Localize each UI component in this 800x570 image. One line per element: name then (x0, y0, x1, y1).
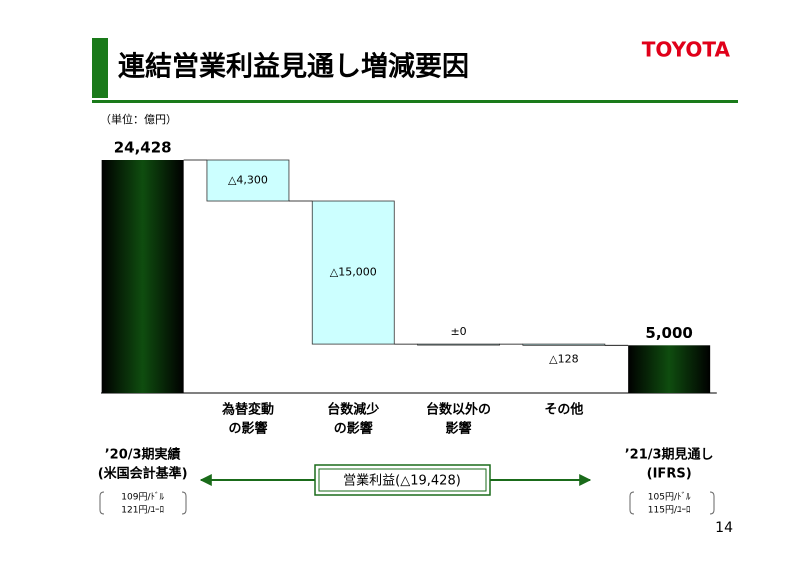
bracket (99, 491, 105, 515)
bracket (181, 491, 187, 515)
rate-note: 121円/ﾕｰﾛ (121, 505, 164, 516)
rate-note: 105円/ﾄﾞﾙ (648, 492, 691, 503)
annotation-box (314, 464, 491, 496)
title: 連結営業利益見通し増減要因 (118, 51, 469, 83)
category-label: (IFRS) (647, 467, 692, 482)
value-label: △15,000 (330, 266, 377, 279)
category-label: の影響 (228, 421, 267, 437)
rate-note: 115円/ﾕｰﾛ (648, 505, 691, 516)
category-label: ’21/3期見通し (625, 447, 714, 463)
header-accent (92, 38, 108, 98)
value-label: △4,300 (228, 174, 268, 187)
value-label: 5,000 (645, 324, 692, 342)
total-bar (628, 345, 711, 393)
page-number: 14 (715, 520, 733, 536)
category-label: 台数減少 (327, 402, 379, 418)
value-label: 24,428 (114, 139, 172, 157)
value-label: ±0 (450, 325, 466, 338)
value-label: △128 (549, 352, 578, 365)
category-label: (米国会計基準) (98, 466, 188, 482)
logo: TOYOTA (642, 38, 731, 62)
decrease-bar (206, 159, 290, 202)
annotation-box-inner (318, 468, 487, 492)
decrease-bar (417, 343, 500, 346)
category-label: ’20/3期実績 (105, 447, 181, 463)
category-label: 台数以外の (426, 402, 491, 418)
total-bar (101, 160, 184, 393)
unit-label: （単位：億円） (100, 112, 177, 126)
category-label: 為替変動 (222, 402, 274, 418)
decrease-bar (311, 200, 395, 345)
category-label: その他 (544, 402, 583, 418)
annotation: 営業利益(△19,428) (343, 473, 461, 489)
rate-note: 109円/ﾄﾞﾙ (121, 492, 164, 503)
decrease-bar (522, 343, 606, 346)
bracket (709, 491, 715, 515)
category-label: 影響 (446, 421, 472, 437)
bracket (629, 491, 635, 515)
header-rule (92, 100, 738, 103)
category-label: の影響 (334, 421, 373, 437)
